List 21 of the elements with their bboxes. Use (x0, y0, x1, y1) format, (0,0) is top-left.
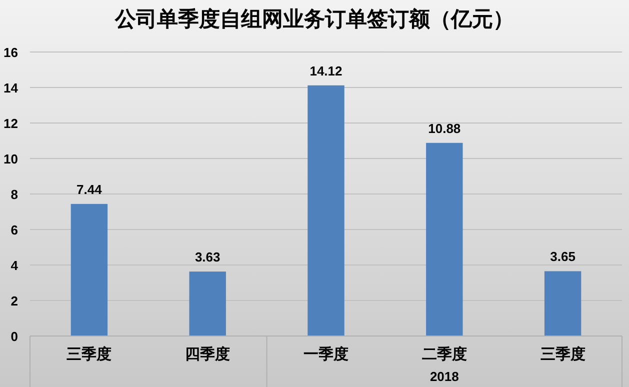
y-tick-label: 4 (10, 258, 19, 273)
x-tick-label: 三季度 (66, 345, 112, 363)
y-tick-label: 14 (4, 80, 19, 96)
text: 2018 (430, 369, 459, 384)
x-tick-label: 四季度 (185, 345, 230, 363)
x-tick-label: 二季度 (422, 345, 467, 363)
data-label: 3.63 (194, 250, 220, 265)
y-tick-label: 6 (10, 222, 18, 238)
y-tick-label: 12 (4, 116, 18, 131)
y-tick-label: 10 (4, 152, 18, 166)
x-tick-label: 一季度 (304, 345, 348, 363)
chart-title: 公司单季度自组网业务订单签订额（亿元） (114, 7, 514, 31)
data-label: 14.12 (310, 63, 342, 78)
y-tick-label: 0 (10, 329, 18, 344)
y-tick-label: 2 (10, 294, 18, 308)
y-tick-label: 16 (4, 45, 18, 60)
x-tick-label: 三季度 (540, 345, 586, 363)
data-label: 10.88 (428, 120, 461, 136)
y-tick-label: 8 (10, 187, 18, 202)
data-label: 3.65 (550, 249, 576, 264)
data-label: 7.44 (76, 182, 103, 197)
